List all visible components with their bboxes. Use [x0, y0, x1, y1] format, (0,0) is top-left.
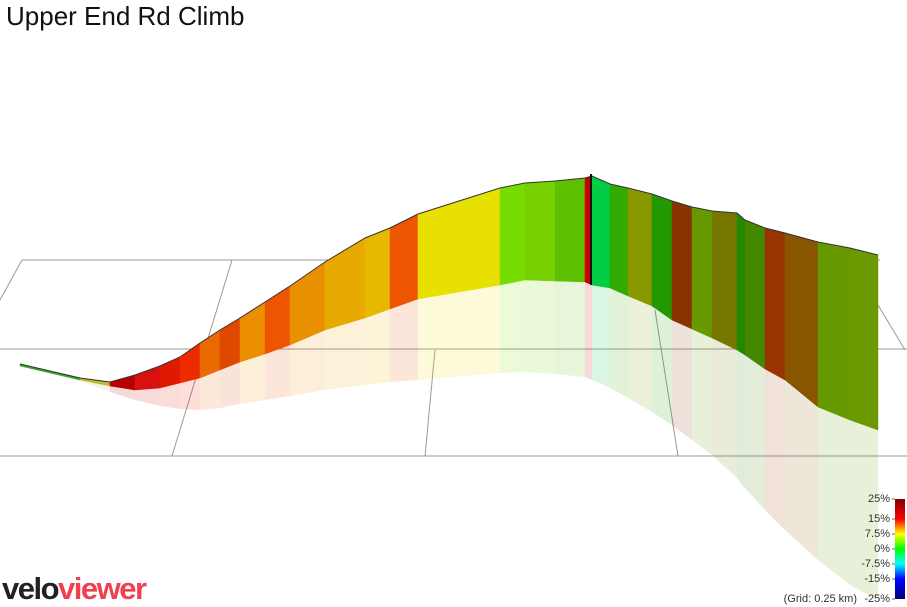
- color-bar: [895, 499, 905, 599]
- logo-part: viewer: [58, 571, 147, 606]
- ribbon-segment: [417, 187, 501, 300]
- ribbon-shadow: [745, 355, 765, 510]
- grid-line: [654, 309, 679, 457]
- ribbon-shadow: [525, 280, 555, 374]
- ribbon-segment: [736, 212, 746, 356]
- ribbon-segment: [389, 213, 419, 310]
- ribbon-segment: [691, 206, 713, 339]
- ribbon-shadow: [220, 362, 240, 408]
- ribbon-shadow: [712, 338, 737, 478]
- ribbon-shadow: [585, 282, 592, 380]
- ribbon-shadow: [765, 369, 785, 530]
- ribbon-segment: [134, 365, 161, 391]
- legend-tick-label: -25%: [864, 593, 890, 605]
- ribbon-segment: [264, 285, 291, 355]
- ribbon-shadow: [290, 330, 325, 396]
- ribbon-segment: [849, 247, 879, 431]
- ribbon-segment: [591, 175, 611, 289]
- ribbon-shadow: [240, 354, 265, 404]
- legend-tick-label: 25%: [868, 493, 890, 505]
- legend-tick-label: -15%: [864, 573, 890, 585]
- title: Upper End Rd Climb: [6, 1, 244, 31]
- grid-line: [424, 349, 436, 457]
- ribbon-shadow: [672, 320, 692, 440]
- ribbon-segment: [219, 317, 241, 371]
- ribbon-shadow: [325, 318, 365, 390]
- ribbon-shadow: [265, 345, 290, 400]
- grid-line: [874, 299, 906, 351]
- ribbon-segment: [199, 329, 221, 379]
- ribbon-shadow: [785, 380, 818, 560]
- ribbon-segment: [744, 219, 766, 370]
- ribbon-segment: [499, 182, 526, 286]
- ribbon-shadow: [500, 280, 525, 373]
- ribbon-shadow: [418, 285, 500, 380]
- ribbon-shadow: [555, 281, 585, 377]
- ribbon-segment: [817, 241, 851, 421]
- ribbon-shadow: [692, 329, 712, 455]
- ribbon-shadow: [110, 386, 135, 400]
- ribbon-segment: [554, 177, 586, 283]
- elevation-ribbon: [19, 174, 879, 600]
- ribbon-shadow: [737, 350, 745, 488]
- grid-note: (Grid: 0.25 km): [784, 593, 857, 605]
- ribbon-segment: [784, 232, 819, 408]
- legend: 25% 15% 7.5% 0% -7.5% -15% -25%: [861, 493, 895, 605]
- ribbon-shadow: [592, 285, 610, 388]
- ribbon-segment: [627, 187, 653, 307]
- ribbon-shadow: [160, 383, 180, 409]
- ribbon-shadow: [135, 388, 160, 406]
- ribbon-segment: [609, 183, 629, 297]
- ribbon-shadow: [818, 407, 850, 585]
- ribbon-segment: [671, 200, 693, 330]
- ribbon-segment: [364, 227, 391, 319]
- legend-tick-label: -7.5%: [861, 558, 890, 570]
- ribbon-shadow: [180, 378, 200, 410]
- ribbon-shadow: [80, 380, 110, 392]
- ribbon-shadow: [850, 420, 878, 600]
- ribbon-shadow: [610, 288, 628, 398]
- ribbon-segment: [764, 227, 786, 381]
- ribbon-segment: [711, 210, 738, 351]
- legend-tick-label: 0%: [874, 543, 890, 555]
- ribbon-shadow: [652, 306, 672, 425]
- ribbon-segment: [524, 180, 556, 282]
- ribbon-segment: [239, 301, 266, 363]
- ribbon-shadow: [365, 309, 390, 385]
- legend-tick-label: 7.5%: [865, 528, 890, 540]
- ribbon-segment: [651, 193, 673, 321]
- ribbon-segment: [324, 237, 366, 331]
- ribbon-shadow: [628, 296, 652, 412]
- ribbon-edge: [19, 175, 879, 383]
- legend-tick-label: 15%: [868, 513, 890, 525]
- ribbon-shadow: [200, 370, 220, 410]
- grid-line: [0, 259, 23, 301]
- logo: veloviewer: [2, 571, 147, 606]
- ribbon-shadow: [390, 299, 418, 382]
- logo-part: velo: [2, 571, 59, 606]
